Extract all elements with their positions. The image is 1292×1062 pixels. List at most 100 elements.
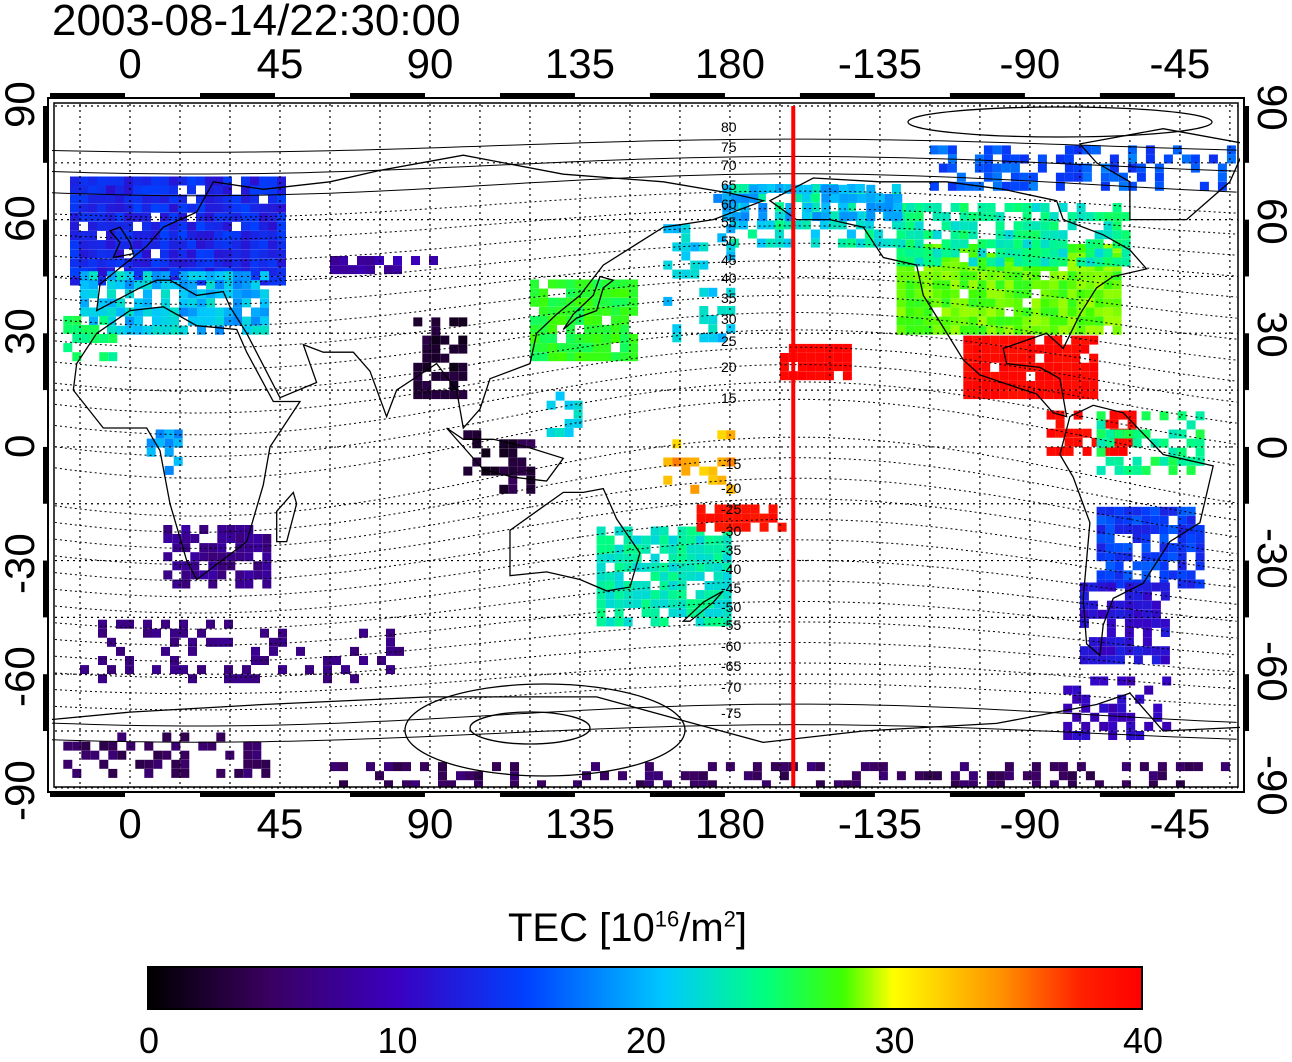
- tec-cell: [1089, 390, 1099, 400]
- tec-cell: [932, 203, 942, 212]
- tec-cell: [741, 504, 751, 514]
- tec-cell: [620, 334, 629, 343]
- tec-cell: [1159, 570, 1169, 580]
- tec-cell: [205, 249, 214, 259]
- tec-cell: [815, 371, 825, 381]
- tec-cell: [70, 194, 79, 204]
- tec-cell: [1044, 344, 1054, 354]
- tec-cell: [668, 544, 678, 554]
- tec-cell: [244, 552, 254, 562]
- tec-cell: [1062, 371, 1072, 381]
- tec-cell: [172, 534, 182, 543]
- tec-cell: [821, 193, 831, 203]
- tec-cell: [1094, 316, 1104, 326]
- tec-cell: [196, 203, 205, 213]
- tec-cell: [244, 543, 254, 553]
- tec-cell: [672, 333, 682, 343]
- tec-cell: [905, 280, 915, 290]
- tec-cell: [708, 333, 718, 343]
- tec-cell: [1085, 257, 1095, 267]
- mag-contour: [52, 259, 1237, 305]
- tec-cell: [896, 271, 906, 281]
- tec-cell: [458, 344, 468, 354]
- tec-cell: [1031, 298, 1041, 308]
- tec-cell: [995, 298, 1005, 308]
- tec-cell: [806, 362, 816, 372]
- tec-cell: [830, 184, 840, 194]
- tec-cell: [181, 570, 191, 580]
- tec-cell: [677, 571, 687, 581]
- tec-cell: [914, 230, 924, 240]
- tec-cell: [250, 221, 259, 231]
- tec-cell: [968, 271, 978, 281]
- tec-cell: [963, 353, 973, 363]
- tec-cell: [253, 543, 263, 553]
- tec-cell: [261, 759, 271, 769]
- tec-cell: [170, 280, 179, 290]
- tec-cell: [223, 240, 232, 250]
- tec-cell: [499, 484, 509, 494]
- tec-cell: [584, 352, 593, 362]
- tec-cell: [1058, 203, 1068, 212]
- tec-cell: [1112, 212, 1122, 222]
- tec-cell: [1127, 163, 1137, 173]
- tec-cell: [947, 181, 957, 191]
- tec-cell: [686, 562, 696, 572]
- tec-cell: [981, 390, 991, 400]
- tec-cell: [749, 184, 759, 194]
- tec-cell: [981, 362, 991, 372]
- tec-cell: [440, 353, 450, 363]
- tec-cell: [1031, 262, 1041, 272]
- tec-cell: [929, 181, 939, 191]
- tec-cell: [70, 258, 79, 268]
- tec-cell: [214, 231, 223, 240]
- tec-cell: [941, 289, 951, 299]
- tec-cell: [1031, 307, 1041, 317]
- tec-cell: [1114, 515, 1124, 525]
- tec-cell: [510, 780, 519, 787]
- tec-cell: [241, 231, 250, 240]
- tec-cell: [866, 184, 876, 194]
- tec-cell: [575, 306, 584, 316]
- tec-cell: [968, 262, 978, 272]
- tec-cell: [896, 248, 906, 258]
- tec-cell: [1151, 600, 1161, 610]
- tec-cell: [1124, 582, 1134, 592]
- tec-cell: [992, 172, 1002, 182]
- tec-cell: [215, 316, 224, 326]
- tec-cell: [1133, 600, 1143, 610]
- tec-cell: [1108, 721, 1118, 731]
- tec-cell: [837, 238, 847, 248]
- tec-cell: [510, 762, 519, 772]
- tec-cell: [70, 203, 79, 213]
- tec-cell: [713, 544, 723, 554]
- tec-cell: [539, 315, 548, 325]
- tec-cell: [950, 771, 960, 781]
- tec-cell: [90, 750, 100, 760]
- tec-cell: [70, 267, 79, 277]
- tec-cell: [1058, 257, 1068, 267]
- tec-cell: [133, 258, 142, 268]
- tec-cell: [1064, 154, 1074, 164]
- tec-cell: [241, 203, 250, 213]
- tec-cell: [932, 271, 942, 281]
- tec-cell: [1186, 570, 1196, 580]
- tec-cell: [950, 203, 960, 212]
- tec-cell: [97, 185, 106, 195]
- tec-cell: [1013, 239, 1023, 249]
- tec-cell: [801, 211, 811, 221]
- tec-cell: [605, 553, 615, 563]
- tec-cell: [686, 535, 696, 545]
- tec-cell: [713, 571, 723, 581]
- tec-cell: [573, 780, 582, 787]
- tec-cell: [950, 230, 960, 240]
- tec-cell: [717, 475, 727, 485]
- tec-cell: [81, 750, 91, 760]
- tec-cell: [564, 428, 574, 437]
- tec-cell: [1123, 465, 1133, 475]
- tec-cell: [1136, 163, 1146, 173]
- mag-contour: [52, 539, 1237, 598]
- tec-cell: [632, 562, 642, 572]
- tec-cell: [170, 325, 179, 335]
- tec-cell: [268, 276, 277, 286]
